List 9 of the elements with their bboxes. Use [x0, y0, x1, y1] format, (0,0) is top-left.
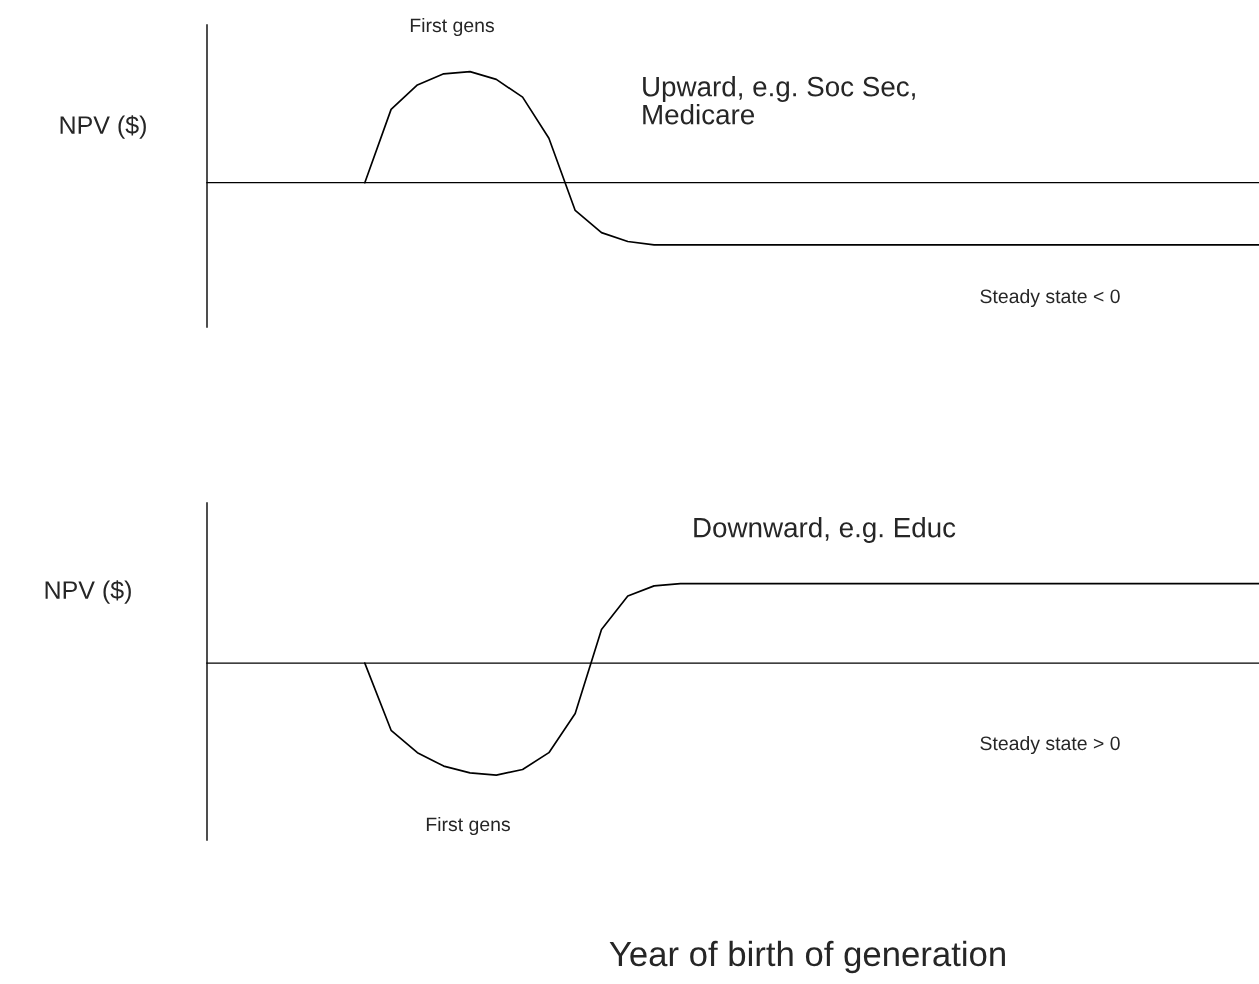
y-axis-title: NPV ($)	[60, 115, 146, 139]
y-axis-title: NPV ($)	[45, 580, 131, 604]
x-axis-title: Year of birth of generation	[609, 940, 1005, 974]
text: Steady state < 0	[980, 288, 1120, 308]
annotation: Steady state > 0	[980, 735, 1120, 755]
text: First gens	[410, 17, 494, 37]
text: Downward, e.g. Educ	[694, 517, 956, 543]
text: First gens	[426, 816, 510, 836]
annotation: Upward, e.g. Soc Sec, Medicare	[643, 76, 915, 125]
